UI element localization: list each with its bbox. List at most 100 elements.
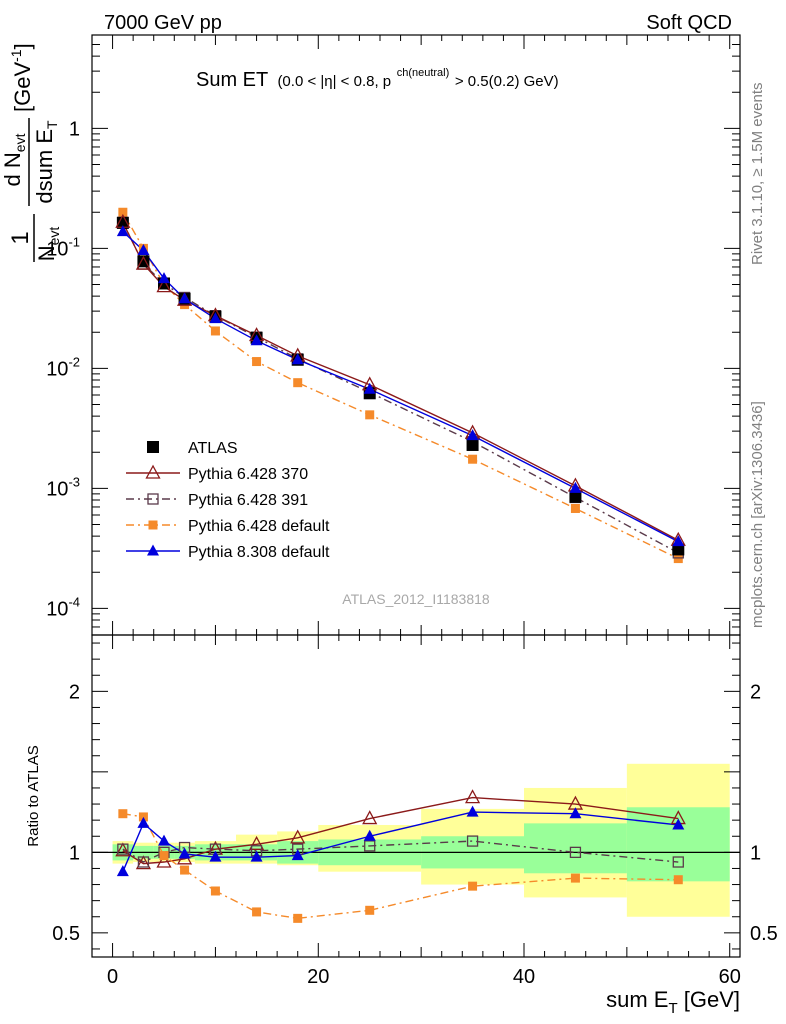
- plot-title-main: Sum ET: [196, 69, 268, 91]
- ratio-point-p6_default: [159, 851, 169, 861]
- ratio-point-p6_391: [364, 840, 376, 852]
- point-p8_default: [158, 272, 170, 284]
- point-p6_370: [135, 255, 152, 270]
- side-label-upper: Rivet 3.1.10, ≥ 1.5M events: [749, 83, 766, 266]
- y-label-frac-one: 1: [7, 231, 34, 244]
- point-p8_default: [569, 481, 582, 493]
- x-tick-label: 20: [307, 966, 329, 988]
- y-label-n-sub: evt: [46, 227, 62, 246]
- ratio-point-p8_default: [116, 865, 129, 877]
- upper-series-markers: [115, 207, 686, 564]
- ratio-line-p6_370: [122, 796, 679, 865]
- ratio-point-p6_370: [135, 855, 152, 870]
- ratio-series-markers: [115, 789, 686, 923]
- y-label-dsum: dsum E: [32, 129, 57, 204]
- legend-label-p6_default: Pythia 6.428 default: [188, 518, 330, 535]
- legend-marker-p6_default: [148, 520, 158, 530]
- ratio-point-p6_default: [180, 865, 190, 875]
- y-label-unit-exp: -1: [8, 49, 24, 62]
- point-p6_370: [156, 278, 172, 293]
- point-atlas: [569, 490, 582, 503]
- ratio-point-p6_370: [115, 842, 131, 857]
- ratio-line-p6_391: [122, 840, 679, 863]
- legend-marker-p6_391: [147, 493, 159, 505]
- y-tick-label: 10-1: [46, 234, 80, 260]
- axis-tick-labels: 0 20 40 60 10-4 10-3 10-2 10-1 1 0.5 0.5 1 1 2 2: [46, 118, 778, 988]
- y-label-dsum-sub: T: [44, 120, 60, 129]
- side-label-lower: mcplots.cern.ch [arXiv:1306.3436]: [749, 401, 766, 628]
- ratio-point-p6_370: [290, 829, 306, 844]
- y-label-unit: [GeV-1]: [8, 43, 35, 112]
- legend: ATLAS Pythia 6.428 370 Pythia 6.428 391 Pyt…: [126, 440, 330, 561]
- y-label-unit-text: [GeV: [10, 62, 35, 112]
- ratio-point-p8_default: [363, 829, 376, 841]
- ratio-point-p8_default: [137, 816, 150, 828]
- ratio-point-p6_391: [466, 835, 479, 847]
- x-tick-label: 60: [719, 966, 741, 988]
- legend-label-atlas: ATLAS: [188, 440, 238, 457]
- ratio-tick-label-left: 2: [69, 681, 80, 703]
- ratio-point-p8_default: [158, 834, 170, 846]
- point-p6_default: [570, 503, 580, 513]
- ratio-tick-label-right: 0.5: [750, 923, 778, 945]
- ratio-point-p8_default: [466, 805, 479, 817]
- ratio-tick-label-left: 0.5: [52, 923, 80, 945]
- ratio-point-p6_default: [293, 913, 303, 923]
- y-tick-label: 1: [69, 118, 80, 140]
- point-p8_default: [116, 225, 129, 237]
- ratio-point-p6_370: [464, 789, 481, 804]
- point-p8_default: [291, 353, 304, 365]
- y-label-n: N: [34, 245, 59, 261]
- x-axis-label: sum ET [GeV]: [606, 987, 740, 1017]
- ratio-point-p6_370: [362, 810, 378, 825]
- point-p8_default: [466, 429, 479, 441]
- analysis-watermark: ATLAS_2012_I1183818: [342, 591, 490, 607]
- legend-marker-p6_370: [145, 464, 161, 479]
- point-p8_default: [209, 312, 222, 324]
- point-p6_default: [293, 378, 303, 388]
- point-p8_default: [178, 292, 191, 304]
- ratio-point-p8_default: [178, 847, 191, 859]
- legend-marker-p8_default: [147, 544, 159, 556]
- plot-title: Sum ET (0.0 < |η| < 0.8, p ch(neutral) >…: [196, 59, 559, 91]
- y-label-frac-dn: d Nevt: [0, 133, 28, 186]
- ratio-frame: [91, 634, 741, 958]
- point-atlas: [672, 543, 685, 556]
- ratio-point-p6_391: [569, 846, 582, 858]
- ratio-line-p6_default: [122, 813, 679, 920]
- ratio-point-p6_370: [248, 835, 265, 850]
- point-p8_default: [363, 382, 376, 394]
- y-axis-label: 1 Nevt d Nevt dsum ET [GeV-1]: [0, 43, 62, 262]
- y-label-frac-dsum: dsum ET: [32, 120, 60, 204]
- ratio-point-p8_default: [569, 807, 582, 819]
- ratio-y-label: Ratio to ATLAS: [25, 745, 42, 846]
- y-label-frac-n: Nevt: [34, 227, 62, 262]
- ratio-point-p6_default: [570, 873, 580, 883]
- point-p8_default: [250, 334, 263, 346]
- x-tick-label: 40: [513, 966, 535, 988]
- legend-label-p8_default: Pythia 8.308 default: [188, 544, 330, 561]
- point-p6_default: [252, 357, 262, 367]
- point-p6_default: [365, 410, 375, 420]
- point-p6_default: [210, 326, 220, 336]
- point-p6_default: [118, 207, 128, 217]
- ratio-point-p8_default: [209, 850, 222, 862]
- legend-label-p6_391: Pythia 6.428 391: [188, 492, 308, 509]
- header-left: 7000 GeV pp: [104, 12, 222, 34]
- x-label-sub: T: [668, 1000, 677, 1017]
- y-label-unit-close: ]: [10, 43, 35, 49]
- ratio-point-p6_default: [252, 907, 262, 917]
- point-atlas: [137, 255, 150, 268]
- ratio-point-p6_default: [118, 809, 128, 819]
- y-tick-label: 10-3: [46, 474, 80, 500]
- axis-ticks: [92, 34, 740, 957]
- point-p6_default: [468, 454, 478, 464]
- ratio-point-p6_default: [365, 905, 375, 915]
- point-p6_default: [673, 554, 683, 564]
- legend-label-p6_370: Pythia 6.428 370: [188, 466, 308, 483]
- ratio-point-p6_391: [117, 843, 129, 855]
- x-tick-label: 0: [107, 966, 118, 988]
- ratio-point-p8_default: [291, 849, 304, 861]
- plot-title-cut-sup: ch(neutral): [397, 67, 450, 79]
- ratio-point-p6_default: [468, 881, 478, 891]
